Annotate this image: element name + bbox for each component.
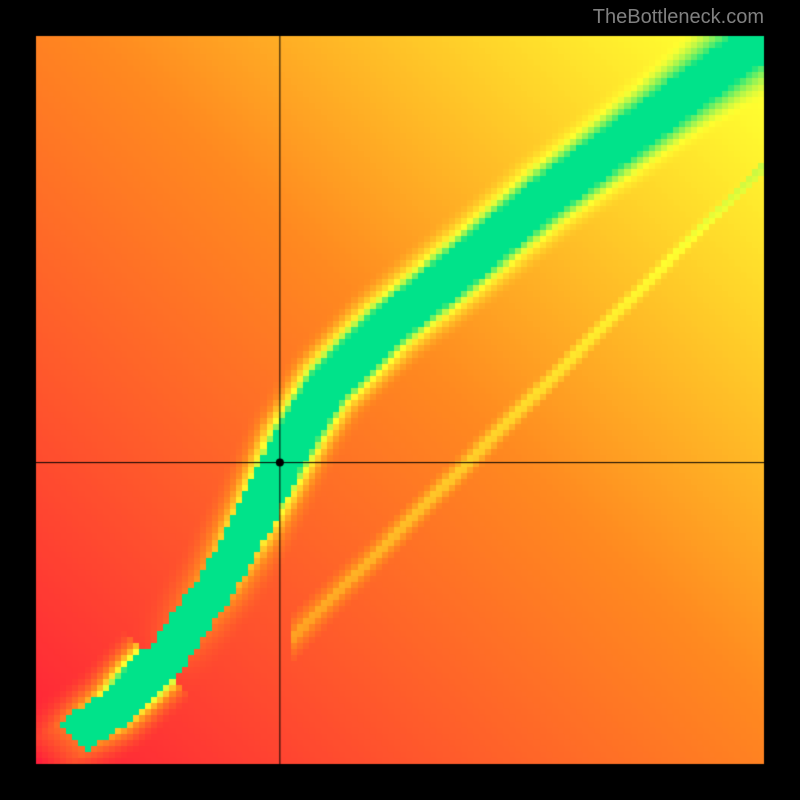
bottleneck-heatmap [0, 0, 800, 800]
chart-container: TheBottleneck.com [0, 0, 800, 800]
watermark-text: TheBottleneck.com [593, 6, 764, 29]
